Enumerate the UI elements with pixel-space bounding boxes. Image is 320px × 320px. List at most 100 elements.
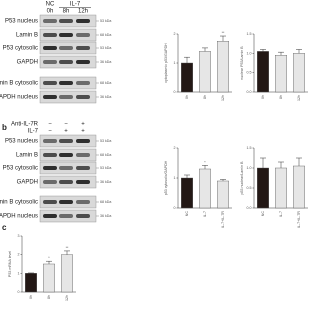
treatment-mark: + [64, 129, 68, 135]
y-axis-label: nuclear P53/Lamin B [240, 46, 244, 80]
blot-row-label: APDH nucleus [0, 95, 38, 101]
y-axis-label: cytoplasmic p53/GAPDH [164, 43, 168, 83]
kda-label: 36 kDa [100, 180, 111, 184]
y-tick-label: 0.0 [247, 206, 252, 210]
x-tick-label: IL-7+IL-7R [297, 211, 301, 228]
x-tick-label: IL-7+IL-7R [221, 211, 225, 228]
treatment-mark: + [81, 129, 85, 135]
panel-label: b [2, 123, 7, 132]
blot-band [59, 95, 73, 99]
y-tick-label: 1.0 [247, 166, 252, 170]
kda-label: 53 kDa [100, 139, 111, 143]
x-tick-label: 8h [47, 295, 51, 299]
bar [217, 41, 229, 93]
blot-band [59, 214, 73, 218]
blot-band [59, 46, 73, 50]
y-tick-label: 1 [174, 176, 176, 180]
blot-row-label: nin B cytosolic [0, 200, 38, 206]
y-tick-label: 1.5 [247, 146, 252, 150]
bar [293, 53, 305, 93]
kda-label: 53 kDa [100, 19, 111, 23]
blot-band [43, 139, 57, 143]
blot-band [76, 166, 90, 170]
treatment-mark: + [81, 122, 85, 128]
bar [257, 167, 269, 209]
bar [43, 263, 55, 293]
kda-label: 68 kDa [100, 153, 111, 157]
blot-band [59, 139, 73, 143]
blot-band [43, 153, 57, 157]
x-tick-label: IL-7 [203, 211, 207, 217]
treatment-label: Anti-IL-7R [11, 122, 39, 128]
x-tick-label: 12h [221, 95, 225, 101]
blot-band [76, 200, 90, 204]
significance: * [48, 256, 50, 260]
blot-row-label: P53 cytosolic [3, 46, 38, 52]
kda-label: 68 kDa [100, 200, 111, 204]
significance: * [204, 160, 206, 164]
blot-band [43, 166, 57, 170]
blot-row-label: P53 nucleus [5, 139, 38, 145]
bar [275, 167, 287, 209]
blot-band [59, 153, 73, 157]
blot-band [76, 33, 90, 37]
blot-band [76, 60, 90, 64]
blot-band [76, 153, 90, 157]
y-axis-label: p53 cytosolic/GAPDH [164, 160, 168, 195]
y-tick-label: 1 [18, 271, 20, 275]
blot-band [43, 60, 57, 64]
panel-label: c [2, 223, 7, 232]
blot-band [76, 180, 90, 184]
lane-label: 0h [47, 9, 54, 15]
blot-row-label: P53 nucleus [5, 19, 38, 25]
y-tick-label: 0 [174, 90, 176, 94]
x-tick-label: 0h [185, 95, 189, 99]
x-tick-label: NC [185, 211, 189, 217]
blot-band [59, 180, 73, 184]
bar [181, 177, 193, 209]
blot-band [43, 81, 57, 85]
lane-label: 8h [63, 9, 70, 15]
blot-row-label: Lamin B [16, 153, 38, 159]
blot-band [43, 180, 57, 184]
y-tick-label: 1.0 [247, 51, 252, 55]
y-tick-label: 0.5 [247, 186, 252, 190]
blot-band [43, 214, 57, 218]
bar [181, 62, 193, 93]
blot-band [76, 214, 90, 218]
x-tick-label: 12h [297, 95, 301, 101]
y-tick-label: 1 [174, 61, 176, 65]
y-axis-label: P53 mRNA level [8, 251, 12, 277]
treatment-mark: − [48, 122, 52, 128]
x-tick-label: 0h [29, 295, 33, 299]
blot-band [76, 81, 90, 85]
group-label: NC [46, 2, 55, 8]
treatment-mark: − [64, 122, 68, 128]
blot-band [76, 19, 90, 23]
kda-label: 53 kDa [100, 46, 111, 50]
x-tick-label: 12h [65, 295, 69, 301]
significance: ** [66, 246, 69, 250]
kda-label: 36 kDa [100, 214, 111, 218]
y-tick-label: 0.0 [247, 90, 252, 94]
blot-band [59, 33, 73, 37]
bar [61, 254, 73, 293]
kda-label: 36 kDa [100, 95, 111, 99]
kda-label: 36 kDa [100, 60, 111, 64]
y-axis-label: p53 nuclear/Lamin B [240, 161, 244, 195]
bar [25, 273, 37, 293]
x-tick-label: 8h [203, 95, 207, 99]
blot-band [43, 95, 57, 99]
blot-band [43, 33, 57, 37]
y-tick-label: 2 [174, 32, 176, 36]
bar [199, 51, 211, 93]
y-tick-label: 0 [174, 206, 176, 210]
bar [275, 55, 287, 93]
bar [217, 180, 229, 209]
blot-band [76, 95, 90, 99]
significance: ** [222, 31, 225, 35]
blot-band [76, 139, 90, 143]
x-tick-label: NC [261, 211, 265, 217]
x-tick-label: 8h [279, 95, 283, 99]
